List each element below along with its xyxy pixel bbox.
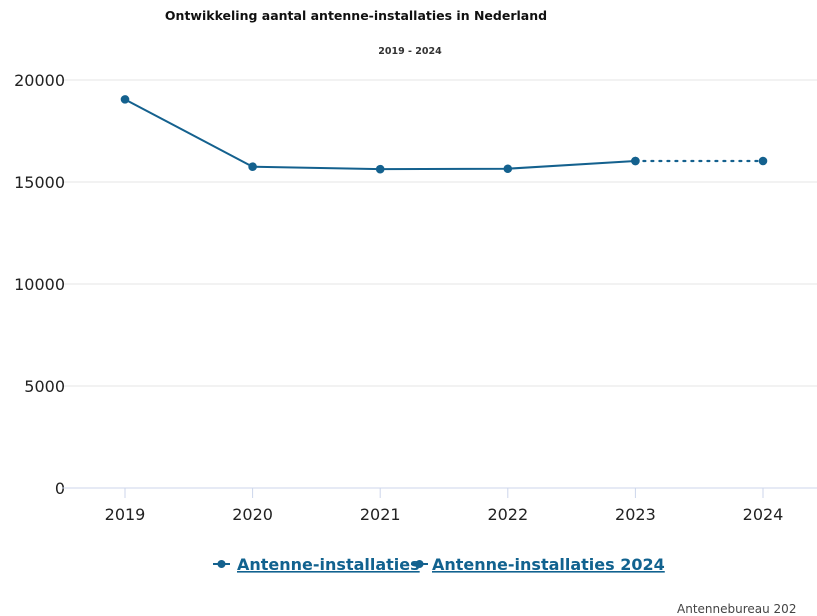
x-tick-label: 2019 <box>105 505 146 524</box>
y-tick-label: 20000 <box>14 71 65 90</box>
x-tick-label: 2023 <box>615 505 656 524</box>
y-tick-label: 15000 <box>14 173 65 192</box>
x-axis-labels: 2019 2020 2021 2022 2023 2024 <box>105 505 784 524</box>
data-point[interactable] <box>631 156 640 166</box>
chart-title: Ontwikkeling aantal antenne-installaties… <box>165 8 547 23</box>
legend[interactable]: Antenne-installaties Antenne-installaties… <box>213 555 665 574</box>
series-line <box>124 98 637 171</box>
y-axis-labels: 0 5000 10000 15000 20000 <box>14 71 65 498</box>
legend-marker <box>415 560 424 568</box>
gridlines <box>62 79 817 387</box>
y-tick-label: 5000 <box>24 377 65 396</box>
chart-subtitle: 2019 - 2024 <box>378 46 442 57</box>
x-tick-label: 2022 <box>487 505 528 524</box>
legend-item[interactable]: Antenne-installaties <box>213 555 420 574</box>
data-point[interactable] <box>375 164 385 174</box>
x-tick-label: 2024 <box>743 505 784 524</box>
x-tick-label: 2021 <box>360 505 401 524</box>
data-point[interactable] <box>120 95 130 104</box>
legend-label[interactable]: Antenne-installaties 2024 <box>432 555 665 574</box>
data-point[interactable] <box>758 156 768 166</box>
y-tick-label: 10000 <box>14 275 65 294</box>
y-tick-label: 0 <box>55 479 65 498</box>
legend-marker <box>217 560 226 568</box>
credits[interactable]: Antennebureau 202 <box>677 602 796 616</box>
x-tick-label: 2020 <box>232 505 273 524</box>
legend-label[interactable]: Antenne-installaties <box>237 555 420 574</box>
x-axis <box>62 487 817 498</box>
data-point[interactable] <box>503 164 513 174</box>
legend-item[interactable]: Antenne-installaties 2024 <box>411 555 665 574</box>
series-group <box>120 95 768 174</box>
data-point[interactable] <box>248 162 257 171</box>
